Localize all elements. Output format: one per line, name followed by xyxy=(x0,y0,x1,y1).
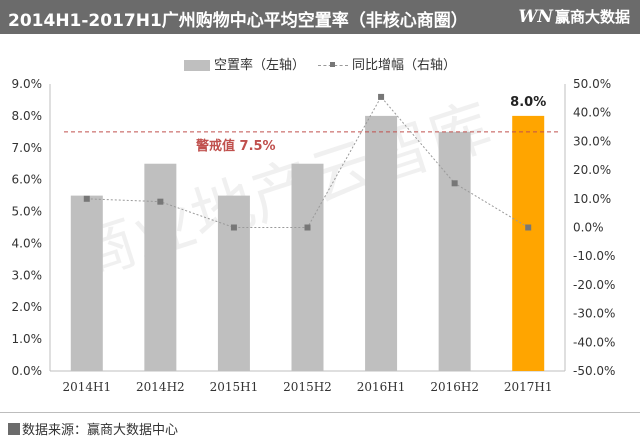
y-right-tick-label: -50.0% xyxy=(573,364,615,378)
chart-title: 2014H1-2017H1广州购物中心平均空置率（非核心商圈） xyxy=(8,11,468,31)
x-tick-label: 2015H2 xyxy=(283,380,332,394)
x-tick-label: 2015H1 xyxy=(210,380,259,394)
threshold-label: 警戒值 7.5% xyxy=(196,138,276,154)
chart-area: 0.0% 1.0% 2.0% 3.0% 4.0% 5.0% 6.0% 7.0% 8.0% 9.0%… xyxy=(12,77,616,394)
bar xyxy=(512,115,545,371)
legend: 空置率（左轴） 同比增幅（右轴） xyxy=(0,54,640,73)
y-right-tick-label: -40.0% xyxy=(573,335,615,349)
legend-label-line: 同比增幅（右轴） xyxy=(352,58,457,73)
y-left-tick-label: 3.0% xyxy=(12,268,43,282)
title-bar: 2014H1-2017H1广州购物中心平均空置率（非核心商圈） WN 赢商大数据 xyxy=(0,0,640,34)
footer: 数据来源：赢商大数据中心 xyxy=(0,412,640,439)
y-left-tick-label: 8.0% xyxy=(12,109,43,123)
source-icon xyxy=(8,423,20,435)
x-tick-label: 2014H1 xyxy=(62,380,111,394)
y-left-tick-label: 1.0% xyxy=(12,332,43,346)
growth-marker xyxy=(525,224,532,231)
legend-label-bar: 空置率（左轴） xyxy=(214,58,306,73)
footer-source: 数据来源：赢商大数据中心 xyxy=(8,419,178,438)
brand-name: 赢商大数据 xyxy=(554,8,630,26)
x-tick-label: 2014H2 xyxy=(136,380,185,394)
legend-swatch-bar xyxy=(184,60,210,71)
y-right-tick-label: -30.0% xyxy=(573,307,615,321)
footer-source-text: 数据来源：赢商大数据中心 xyxy=(22,423,179,438)
y-left-tick-label: 4.0% xyxy=(12,236,43,250)
y-right-tick-label: 10.0% xyxy=(573,192,611,206)
y-right-tick-label: 30.0% xyxy=(573,134,611,148)
legend-item-line: 同比增幅（右轴） xyxy=(318,54,456,73)
y-left-tick-label: 5.0% xyxy=(12,205,43,219)
growth-marker xyxy=(378,93,385,100)
growth-marker xyxy=(83,195,90,202)
y-right-tick-label: 20.0% xyxy=(573,163,611,177)
y-right-tick-label: -20.0% xyxy=(573,278,615,292)
y-right-tick-label: -10.0% xyxy=(573,249,615,263)
data-label: 8.0% xyxy=(510,95,546,110)
y-left-tick-label: 7.0% xyxy=(12,141,43,155)
growth-marker xyxy=(304,224,311,231)
bar xyxy=(438,131,471,371)
bar xyxy=(365,115,398,371)
y-right-tick-label: 0.0% xyxy=(573,221,604,235)
bar xyxy=(144,163,177,371)
growth-marker xyxy=(230,224,237,231)
y-left-tick-label: 9.0% xyxy=(12,77,43,91)
y-left-tick-label: 6.0% xyxy=(12,173,43,187)
bar xyxy=(217,195,250,371)
legend-item-bar: 空置率（左轴） xyxy=(184,54,305,73)
y-right-tick-label: 40.0% xyxy=(573,106,611,120)
bar xyxy=(70,195,103,371)
x-tick-label: 2017H1 xyxy=(504,380,553,394)
growth-marker xyxy=(157,198,164,205)
y-right-tick-label: 50.0% xyxy=(573,77,611,91)
bar xyxy=(291,163,324,371)
y-left-tick-label: 0.0% xyxy=(12,364,43,378)
y-left-tick-label: 2.0% xyxy=(12,300,43,314)
growth-marker xyxy=(451,180,458,187)
brand-logo: WN xyxy=(518,7,553,27)
legend-swatch-line xyxy=(318,62,348,67)
x-tick-label: 2016H1 xyxy=(357,380,406,394)
x-tick-label: 2016H2 xyxy=(430,380,479,394)
brand: WN 赢商大数据 xyxy=(518,6,630,27)
